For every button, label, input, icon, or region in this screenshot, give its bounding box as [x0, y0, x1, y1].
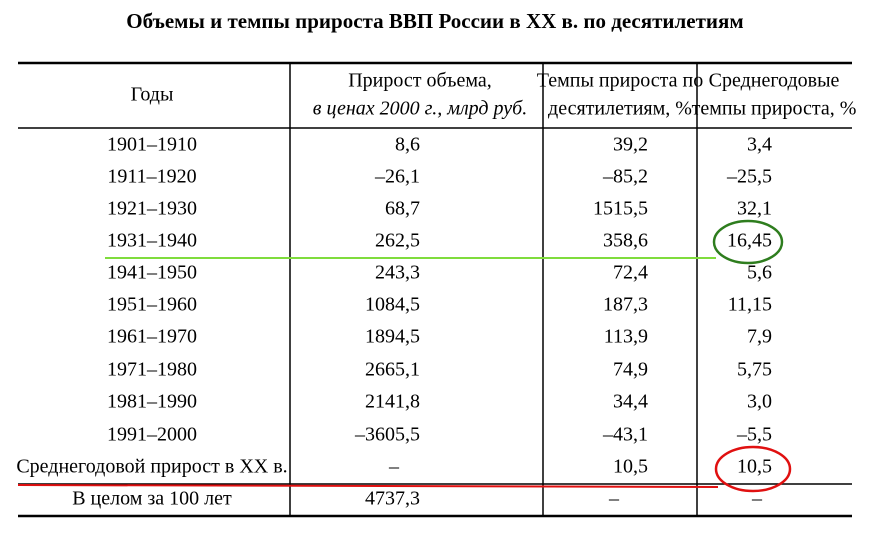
table-cell: 1894,5: [365, 326, 420, 348]
table-cell: 5,75: [737, 359, 772, 381]
table-cell: 5,6: [747, 262, 772, 284]
table-cell: 262,5: [375, 230, 420, 252]
header-cell: Темпы прироста по: [537, 70, 703, 92]
table-cell: 1084,5: [365, 294, 420, 316]
table-cell: 74,9: [613, 359, 648, 381]
table-cell: –43,1: [602, 424, 648, 446]
table-cell: –25,5: [726, 166, 772, 188]
table-cell: 2665,1: [365, 359, 420, 381]
header-cell: Годы: [131, 84, 174, 106]
table-cell: –85,2: [602, 166, 648, 188]
table-cell: 32,1: [737, 198, 772, 220]
table-cell: 4737,3: [365, 488, 420, 510]
table-cell: 1941–1950: [107, 262, 197, 284]
header-cell: Среднегодовые: [709, 70, 840, 92]
table-cell: 1931–1940: [107, 230, 197, 252]
table-cell: 68,7: [385, 198, 420, 220]
table-cell: 7,9: [747, 326, 772, 348]
table-cell: 1951–1960: [107, 294, 197, 316]
table-cell: –26,1: [374, 166, 420, 188]
table-cell: 113,9: [604, 326, 648, 348]
table-cell: 1991–2000: [107, 424, 197, 446]
table-cell: 358,6: [603, 230, 648, 252]
table-cell: 243,3: [375, 262, 420, 284]
table-cell: 10,5: [737, 456, 772, 478]
header-cell: темпы прироста, %: [692, 98, 857, 120]
table-cell: 187,3: [603, 294, 648, 316]
table-cell: 8,6: [395, 134, 420, 156]
table-cell: В целом за 100 лет: [72, 488, 232, 510]
table-cell: –: [608, 488, 620, 510]
table-cell: 16,45: [727, 230, 772, 252]
table-cell: 1961–1970: [107, 326, 197, 348]
table-cell: 1911–1920: [107, 166, 196, 188]
table-cell: Среднегодовой прирост в XX в.: [16, 456, 287, 478]
highlight-circle: [714, 445, 792, 493]
header-cell: десятилетиям, %: [548, 98, 692, 120]
table-cell: 10,5: [613, 456, 648, 478]
table-cell: –: [751, 488, 763, 510]
header-cell: Прирост объема,: [348, 70, 492, 92]
table-cell: –5,5: [736, 424, 772, 446]
table-cell: 2141,8: [365, 391, 420, 413]
table-cell: 3,4: [747, 134, 772, 156]
table-cell: 1971–1980: [107, 359, 197, 381]
table-cell: 11,15: [728, 294, 772, 316]
table-cell: 1981–1990: [107, 391, 197, 413]
table-cell: 34,4: [613, 391, 648, 413]
table-cell: –: [388, 456, 400, 478]
highlight-line: [17, 484, 719, 488]
table-body: Годы Прирост объема, в ценах 2000 г., млрд…: [16, 70, 856, 510]
header-cell: в ценах 2000 г., млрд руб.: [313, 98, 527, 120]
table-cell: 1921–1930: [107, 198, 197, 220]
table-cell: –3605,5: [354, 424, 420, 446]
table-cell: 3,0: [747, 391, 772, 413]
table-cell: 1515,5: [593, 198, 648, 220]
title: Объемы и темпы прироста ВВП России в XX …: [126, 9, 743, 33]
table-cell: 1901–1910: [107, 134, 197, 156]
table-cell: 39,2: [613, 134, 648, 156]
highlight-circle: [712, 219, 784, 265]
table-cell: 72,4: [613, 262, 648, 284]
